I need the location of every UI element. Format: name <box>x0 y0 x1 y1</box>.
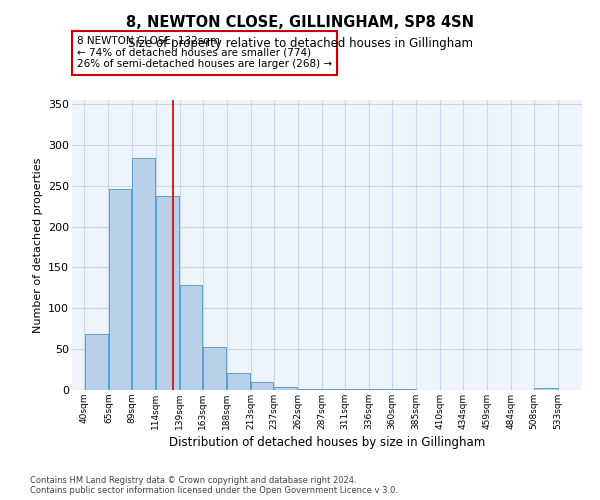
Text: Contains HM Land Registry data © Crown copyright and database right 2024.
Contai: Contains HM Land Registry data © Crown c… <box>30 476 398 495</box>
Bar <box>298 389 322 390</box>
Bar <box>369 389 392 390</box>
Bar <box>85 334 108 390</box>
Text: Size of property relative to detached houses in Gillingham: Size of property relative to detached ho… <box>128 38 473 51</box>
Bar <box>392 389 416 390</box>
Bar <box>180 286 202 390</box>
Bar <box>534 388 558 390</box>
Bar <box>322 389 344 390</box>
Bar <box>274 386 298 390</box>
X-axis label: Distribution of detached houses by size in Gillingham: Distribution of detached houses by size … <box>169 436 485 449</box>
Bar <box>227 373 250 390</box>
Bar <box>132 158 155 390</box>
Bar <box>203 346 226 390</box>
Text: 8 NEWTON CLOSE: 132sqm
← 74% of detached houses are smaller (774)
26% of semi-de: 8 NEWTON CLOSE: 132sqm ← 74% of detached… <box>77 36 332 70</box>
Bar <box>156 196 179 390</box>
Text: 8, NEWTON CLOSE, GILLINGHAM, SP8 4SN: 8, NEWTON CLOSE, GILLINGHAM, SP8 4SN <box>126 15 474 30</box>
Bar <box>251 382 274 390</box>
Bar <box>109 189 131 390</box>
Bar <box>345 389 368 390</box>
Y-axis label: Number of detached properties: Number of detached properties <box>32 158 43 332</box>
